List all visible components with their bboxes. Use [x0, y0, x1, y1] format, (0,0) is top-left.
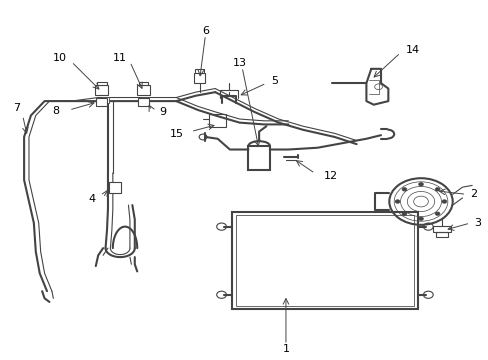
- Bar: [102, 97, 109, 103]
- Bar: [232, 212, 417, 309]
- Text: 12: 12: [323, 171, 337, 181]
- Text: 2: 2: [469, 189, 476, 199]
- Bar: [138, 98, 149, 106]
- Text: 8: 8: [52, 106, 59, 116]
- Text: 11: 11: [112, 53, 126, 63]
- Text: 7: 7: [13, 103, 20, 113]
- Bar: [208, 114, 226, 127]
- Circle shape: [441, 200, 446, 203]
- Text: 13: 13: [232, 58, 246, 68]
- Bar: [96, 98, 107, 106]
- Bar: [109, 182, 121, 193]
- Text: 5: 5: [271, 76, 278, 86]
- Bar: [432, 226, 450, 232]
- Circle shape: [418, 183, 423, 186]
- Text: 1: 1: [282, 344, 289, 354]
- Bar: [236, 215, 413, 306]
- Text: 14: 14: [405, 45, 419, 55]
- Circle shape: [401, 188, 406, 191]
- Text: 10: 10: [52, 53, 66, 63]
- Bar: [141, 97, 148, 103]
- Bar: [195, 69, 203, 73]
- Circle shape: [434, 188, 439, 191]
- Text: 3: 3: [473, 218, 480, 228]
- Bar: [139, 82, 148, 85]
- Bar: [248, 146, 269, 170]
- Text: 4: 4: [88, 194, 96, 204]
- Text: 15: 15: [169, 130, 183, 139]
- Bar: [435, 231, 447, 237]
- Text: 6: 6: [202, 26, 208, 36]
- Text: 9: 9: [159, 107, 166, 117]
- Bar: [137, 85, 150, 95]
- Bar: [193, 73, 205, 83]
- Bar: [95, 85, 108, 95]
- Circle shape: [401, 212, 406, 216]
- Circle shape: [394, 200, 399, 203]
- Circle shape: [434, 212, 439, 216]
- Bar: [97, 82, 106, 85]
- Circle shape: [418, 217, 423, 221]
